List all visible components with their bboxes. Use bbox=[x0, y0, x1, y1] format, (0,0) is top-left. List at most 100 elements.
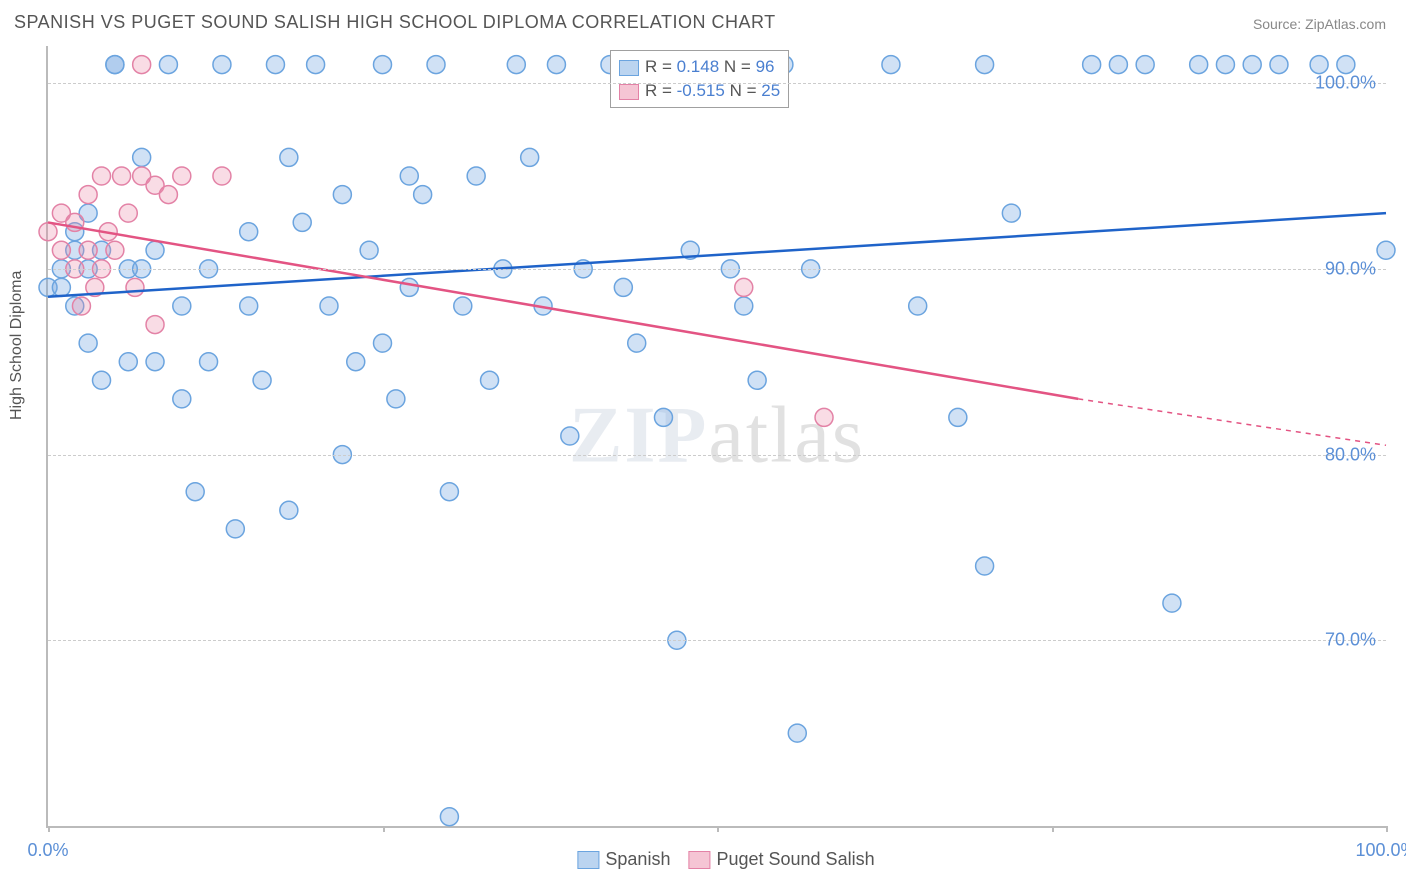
scatter-point bbox=[347, 353, 365, 371]
gridline bbox=[48, 83, 1386, 84]
scatter-point bbox=[320, 297, 338, 315]
scatter-point bbox=[159, 186, 177, 204]
gridline bbox=[48, 455, 1386, 456]
scatter-point bbox=[1083, 56, 1101, 74]
scatter-point bbox=[1002, 204, 1020, 222]
x-tick-mark bbox=[717, 826, 719, 832]
scatter-point bbox=[146, 316, 164, 334]
scatter-point bbox=[561, 427, 579, 445]
scatter-point bbox=[93, 371, 111, 389]
scatter-point bbox=[427, 56, 445, 74]
scatter-point bbox=[374, 334, 392, 352]
plot-area: ZIPatlas R = 0.148 N = 96R = -0.515 N = … bbox=[46, 46, 1386, 828]
chart-container: SPANISH VS PUGET SOUND SALISH HIGH SCHOO… bbox=[0, 0, 1406, 892]
trend-line-extrapolated bbox=[1078, 399, 1386, 445]
chart-title: SPANISH VS PUGET SOUND SALISH HIGH SCHOO… bbox=[14, 12, 776, 33]
legend-series-label: Puget Sound Salish bbox=[716, 849, 874, 869]
scatter-point bbox=[52, 278, 70, 296]
scatter-point bbox=[106, 56, 124, 74]
scatter-point bbox=[240, 223, 258, 241]
scatter-point bbox=[106, 241, 124, 259]
scatter-point bbox=[360, 241, 378, 259]
legend-swatch bbox=[619, 84, 639, 100]
scatter-point bbox=[186, 483, 204, 501]
scatter-point bbox=[909, 297, 927, 315]
scatter-point bbox=[133, 148, 151, 166]
x-tick-label: 0.0% bbox=[27, 840, 68, 861]
scatter-point bbox=[213, 167, 231, 185]
scatter-point bbox=[113, 167, 131, 185]
scatter-point bbox=[1270, 56, 1288, 74]
gridline bbox=[48, 269, 1386, 270]
scatter-point bbox=[280, 148, 298, 166]
scatter-point bbox=[454, 297, 472, 315]
scatter-point bbox=[440, 483, 458, 501]
scatter-point bbox=[79, 241, 97, 259]
scatter-point bbox=[976, 56, 994, 74]
scatter-point bbox=[1337, 56, 1355, 74]
legend-n-value: 96 bbox=[756, 57, 775, 76]
legend-series-label: Spanish bbox=[605, 849, 670, 869]
scatter-point bbox=[1136, 56, 1154, 74]
scatter-point bbox=[293, 213, 311, 231]
scatter-point bbox=[159, 56, 177, 74]
x-tick-mark bbox=[48, 826, 50, 832]
y-axis-label: High School Diploma bbox=[8, 271, 26, 420]
x-tick-mark bbox=[1386, 826, 1388, 832]
scatter-point bbox=[467, 167, 485, 185]
scatter-point bbox=[79, 334, 97, 352]
scatter-point bbox=[173, 390, 191, 408]
scatter-point bbox=[240, 297, 258, 315]
scatter-point bbox=[146, 353, 164, 371]
scatter-point bbox=[400, 278, 418, 296]
scatter-point bbox=[280, 501, 298, 519]
correlation-legend: R = 0.148 N = 96R = -0.515 N = 25 bbox=[610, 50, 789, 108]
scatter-point bbox=[52, 241, 70, 259]
scatter-point bbox=[1163, 594, 1181, 612]
y-tick-label: 80.0% bbox=[1325, 444, 1376, 465]
scatter-point bbox=[414, 186, 432, 204]
scatter-point bbox=[119, 353, 137, 371]
scatter-point bbox=[213, 56, 231, 74]
y-tick-label: 70.0% bbox=[1325, 630, 1376, 651]
scatter-point bbox=[333, 186, 351, 204]
scatter-point bbox=[400, 167, 418, 185]
x-tick-mark bbox=[383, 826, 385, 832]
scatter-point bbox=[173, 297, 191, 315]
scatter-point bbox=[266, 56, 284, 74]
scatter-point bbox=[1243, 56, 1261, 74]
x-tick-mark bbox=[1052, 826, 1054, 832]
scatter-point bbox=[614, 278, 632, 296]
x-tick-label: 100.0% bbox=[1355, 840, 1406, 861]
scatter-point bbox=[976, 557, 994, 575]
legend-r-label: R = bbox=[645, 57, 672, 76]
legend-swatch bbox=[619, 60, 639, 76]
scatter-point bbox=[72, 297, 90, 315]
legend-swatch bbox=[688, 851, 710, 869]
scatter-svg bbox=[48, 46, 1386, 826]
scatter-point bbox=[307, 56, 325, 74]
scatter-point bbox=[173, 167, 191, 185]
scatter-point bbox=[133, 56, 151, 74]
legend-n-label: N = bbox=[724, 57, 751, 76]
scatter-point bbox=[253, 371, 271, 389]
legend-swatch bbox=[577, 851, 599, 869]
scatter-point bbox=[815, 408, 833, 426]
scatter-point bbox=[126, 278, 144, 296]
scatter-point bbox=[374, 56, 392, 74]
scatter-point bbox=[226, 520, 244, 538]
scatter-point bbox=[882, 56, 900, 74]
scatter-point bbox=[788, 724, 806, 742]
y-tick-label: 100.0% bbox=[1315, 73, 1376, 94]
series-legend: Spanish Puget Sound Salish bbox=[559, 849, 874, 870]
scatter-point bbox=[39, 223, 57, 241]
scatter-point bbox=[735, 278, 753, 296]
scatter-point bbox=[1310, 56, 1328, 74]
scatter-point bbox=[1190, 56, 1208, 74]
scatter-point bbox=[507, 56, 525, 74]
legend-r-value: 0.148 bbox=[677, 57, 720, 76]
scatter-point bbox=[654, 408, 672, 426]
scatter-point bbox=[949, 408, 967, 426]
scatter-point bbox=[748, 371, 766, 389]
scatter-point bbox=[481, 371, 499, 389]
